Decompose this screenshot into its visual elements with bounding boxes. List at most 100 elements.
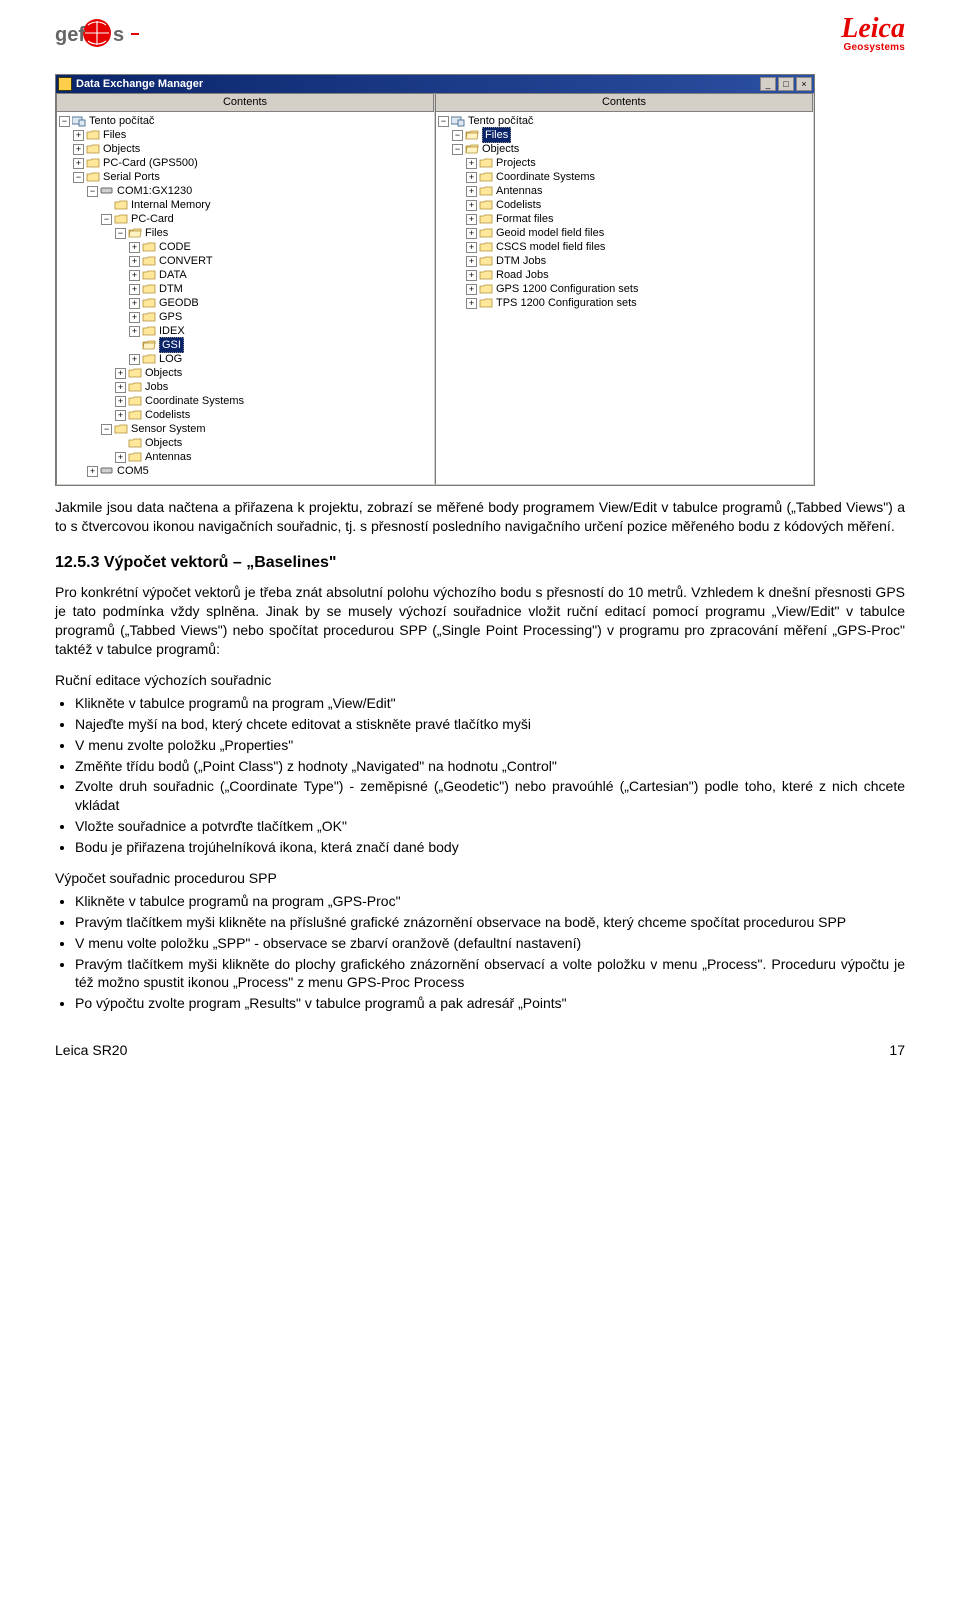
expand-toggle-icon[interactable]: + bbox=[129, 242, 140, 253]
tree-node[interactable]: +Objects bbox=[59, 366, 434, 380]
tree-node[interactable]: +PC-Card (GPS500) bbox=[59, 156, 434, 170]
expand-toggle-icon[interactable]: + bbox=[466, 242, 477, 253]
tree-node[interactable]: +DATA bbox=[59, 268, 434, 282]
expand-toggle-icon[interactable]: − bbox=[452, 144, 463, 155]
minimize-button[interactable]: _ bbox=[760, 77, 776, 91]
tree-node[interactable]: +Codelists bbox=[59, 408, 434, 422]
tree-node[interactable]: +Antennas bbox=[438, 184, 813, 198]
tree-node-label: GPS 1200 Configuration sets bbox=[496, 282, 638, 297]
tree-node[interactable]: +IDEX bbox=[59, 324, 434, 338]
expand-toggle-icon[interactable]: + bbox=[73, 158, 84, 169]
expand-toggle-icon[interactable]: − bbox=[115, 228, 126, 239]
expand-toggle-icon[interactable]: + bbox=[73, 130, 84, 141]
expand-toggle-icon[interactable]: + bbox=[129, 256, 140, 267]
tree-node[interactable]: −PC-Card bbox=[59, 212, 434, 226]
bullet-list: Klikněte v tabulce programů na program „… bbox=[75, 694, 905, 857]
list-item: Vložte souřadnice a potvrďte tlačítkem „… bbox=[75, 817, 905, 836]
tree-node[interactable]: +Antennas bbox=[59, 450, 434, 464]
pc-icon bbox=[72, 115, 86, 127]
expand-toggle-icon[interactable]: + bbox=[115, 382, 126, 393]
document-body: Jakmile jsou data načtena a přiřazena k … bbox=[55, 498, 905, 1013]
tree-node[interactable]: −Tento počítač bbox=[59, 114, 434, 128]
left-tree[interactable]: −Tento počítač+Files+Objects+PC-Card (GP… bbox=[57, 112, 434, 478]
tree-node[interactable]: +TPS 1200 Configuration sets bbox=[438, 296, 813, 310]
expand-toggle-icon[interactable]: + bbox=[115, 410, 126, 421]
tree-node-label: LOG bbox=[159, 352, 182, 367]
tree-node[interactable]: +DTM bbox=[59, 282, 434, 296]
expand-toggle-icon[interactable]: + bbox=[129, 312, 140, 323]
folder-icon bbox=[142, 353, 156, 365]
expand-toggle-icon[interactable]: + bbox=[129, 298, 140, 309]
expand-toggle-icon[interactable]: + bbox=[129, 326, 140, 337]
tree-node-label: COM5 bbox=[117, 464, 149, 479]
tree-node[interactable]: +Projects bbox=[438, 156, 813, 170]
expand-toggle-icon[interactable]: − bbox=[101, 214, 112, 225]
tree-node[interactable]: GSI bbox=[59, 338, 434, 352]
tree-node[interactable]: + GPS 1200 Configuration sets bbox=[438, 282, 813, 296]
tree-node[interactable]: −Files bbox=[438, 128, 813, 142]
right-column-header[interactable]: Contents bbox=[436, 94, 813, 112]
expand-toggle-icon[interactable]: + bbox=[73, 144, 84, 155]
tree-node[interactable]: −COM1:GX1230 bbox=[59, 184, 434, 198]
tree-node[interactable]: +CONVERT bbox=[59, 254, 434, 268]
tree-node-label: Road Jobs bbox=[496, 268, 549, 283]
close-button[interactable]: × bbox=[796, 77, 812, 91]
expand-toggle-icon[interactable]: + bbox=[115, 368, 126, 379]
tree-node-label: GEODB bbox=[159, 296, 199, 311]
expand-toggle-icon[interactable]: + bbox=[129, 354, 140, 365]
tree-node[interactable]: + CSCS model field files bbox=[438, 240, 813, 254]
expand-toggle-icon[interactable]: − bbox=[452, 130, 463, 141]
tree-node[interactable]: +Coordinate Systems bbox=[438, 170, 813, 184]
expand-toggle-icon[interactable]: + bbox=[466, 200, 477, 211]
left-column-header[interactable]: Contents bbox=[57, 94, 434, 112]
expand-toggle-icon[interactable]: − bbox=[438, 116, 449, 127]
expand-toggle-icon[interactable]: − bbox=[59, 116, 70, 127]
tree-node[interactable]: + GEODB bbox=[59, 296, 434, 310]
tree-node[interactable]: +Objects bbox=[59, 142, 434, 156]
tree-node[interactable]: −Objects bbox=[438, 142, 813, 156]
expand-toggle-icon[interactable]: + bbox=[129, 284, 140, 295]
expand-toggle-icon[interactable]: + bbox=[129, 270, 140, 281]
window-titlebar[interactable]: Data Exchange Manager _ □ × bbox=[56, 75, 814, 93]
maximize-button[interactable]: □ bbox=[778, 77, 794, 91]
expand-toggle-icon[interactable]: + bbox=[466, 214, 477, 225]
tree-node[interactable]: +Format files bbox=[438, 212, 813, 226]
expand-toggle-icon[interactable]: + bbox=[466, 158, 477, 169]
tree-node[interactable]: + LOG bbox=[59, 352, 434, 366]
tree-node-label: DTM Jobs bbox=[496, 254, 546, 269]
tree-node-label: Objects bbox=[145, 436, 182, 451]
expand-toggle-icon[interactable]: − bbox=[73, 172, 84, 183]
tree-node-label: CSCS model field files bbox=[496, 240, 605, 255]
tree-node[interactable]: −Sensor System bbox=[59, 422, 434, 436]
expand-toggle-icon[interactable]: + bbox=[466, 228, 477, 239]
tree-node[interactable]: +Coordinate Systems bbox=[59, 394, 434, 408]
expand-toggle-icon[interactable]: + bbox=[466, 186, 477, 197]
tree-node[interactable]: Objects bbox=[59, 436, 434, 450]
expand-toggle-icon[interactable]: + bbox=[87, 466, 98, 477]
folder-icon bbox=[479, 227, 493, 239]
tree-node[interactable]: + Road Jobs bbox=[438, 268, 813, 282]
tree-node[interactable]: +Codelists bbox=[438, 198, 813, 212]
tree-node[interactable]: −Serial Ports bbox=[59, 170, 434, 184]
tree-node[interactable]: Internal Memory bbox=[59, 198, 434, 212]
expand-toggle-icon[interactable]: + bbox=[115, 452, 126, 463]
tree-node[interactable]: +Geoid model field files bbox=[438, 226, 813, 240]
tree-node-label: Jobs bbox=[145, 380, 168, 395]
tree-node[interactable]: −Files bbox=[59, 226, 434, 240]
tree-node[interactable]: +Files bbox=[59, 128, 434, 142]
right-tree[interactable]: −Tento počítač−Files−Objects+Projects+Co… bbox=[436, 112, 813, 310]
tree-node[interactable]: + DTM Jobs bbox=[438, 254, 813, 268]
tree-node[interactable]: +GPS bbox=[59, 310, 434, 324]
expand-toggle-icon[interactable]: − bbox=[87, 186, 98, 197]
tree-node[interactable]: + Jobs bbox=[59, 380, 434, 394]
expand-toggle-icon[interactable]: + bbox=[466, 172, 477, 183]
folder-icon bbox=[142, 269, 156, 281]
expand-toggle-icon[interactable]: + bbox=[466, 284, 477, 295]
tree-node[interactable]: + COM5 bbox=[59, 464, 434, 478]
expand-toggle-icon[interactable]: + bbox=[466, 298, 477, 309]
expand-toggle-icon[interactable]: + bbox=[466, 270, 477, 281]
tree-node[interactable]: +CODE bbox=[59, 240, 434, 254]
expand-toggle-icon[interactable]: − bbox=[101, 424, 112, 435]
expand-toggle-icon[interactable]: + bbox=[115, 396, 126, 407]
expand-toggle-icon[interactable]: + bbox=[466, 256, 477, 267]
